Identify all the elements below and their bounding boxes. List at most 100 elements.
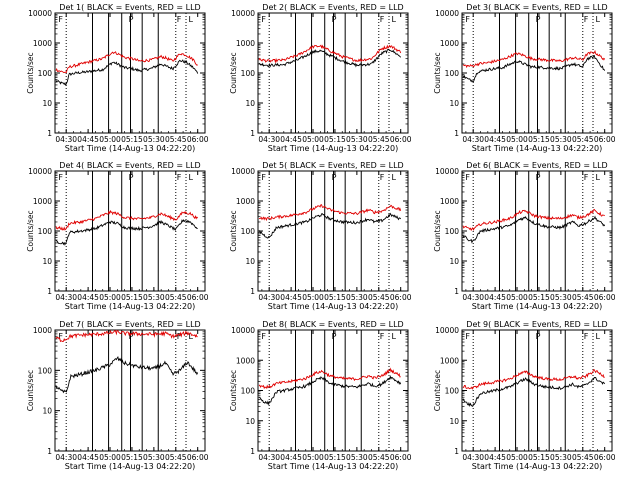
x-axis-label: Start Time (14-Aug-13 04:22:20) <box>65 144 196 153</box>
x-tick-label: 05:00 <box>506 135 528 144</box>
x-tick-label: 04:30 <box>258 453 280 462</box>
y-tick-label: 10000 <box>435 9 459 18</box>
marker-label: P <box>129 173 134 182</box>
events-series-line <box>462 215 606 244</box>
marker-label: F <box>584 173 589 182</box>
y-tick-label: 10000 <box>435 326 459 335</box>
x-tick-label: 05:30 <box>346 453 368 462</box>
marker-label: P <box>129 15 134 24</box>
x-tick-label: 04:30 <box>462 293 484 302</box>
marker-label: F <box>261 173 266 182</box>
x-tick-label: 05:45 <box>165 135 187 144</box>
events-series-line <box>55 219 198 246</box>
marker-label: F <box>58 173 63 182</box>
marker-label: L <box>188 15 193 24</box>
y-tick-label: 1000 <box>236 356 255 365</box>
marker-label: P <box>332 15 337 24</box>
y-tick-label: 1 <box>250 287 255 296</box>
plot-title: Det 4( BLACK = Events, RED = LLD <box>59 161 200 170</box>
marker-label: F <box>380 15 385 24</box>
x-tick-label: 05:45 <box>368 453 390 462</box>
x-tick-label: 04:45 <box>77 293 99 302</box>
x-tick-label: 05:00 <box>99 135 121 144</box>
x-tick-label: 05:15 <box>324 453 346 462</box>
x-tick-label: 05:45 <box>165 453 187 462</box>
y-tick-label: 10000 <box>435 167 459 176</box>
x-tick-label: 06:00 <box>594 135 616 144</box>
marker-label: P <box>332 173 337 182</box>
x-tick-label: 04:45 <box>77 135 99 144</box>
marker-label: F <box>58 332 63 341</box>
x-tick-label: 06:00 <box>390 453 412 462</box>
y-axis-label: Counts/sec <box>433 370 442 411</box>
y-tick-label: 1000 <box>33 197 52 206</box>
y-tick-label: 100 <box>445 69 460 78</box>
x-tick-label: 04:45 <box>280 453 302 462</box>
y-tick-label: 100 <box>445 227 460 236</box>
lld-series-line <box>462 49 606 69</box>
y-tick-label: 1000 <box>33 326 52 335</box>
y-tick-label: 1 <box>47 447 52 456</box>
y-axis-label: Counts/sec <box>433 52 442 93</box>
lld-series-line <box>258 204 402 222</box>
y-tick-label: 1 <box>47 287 52 296</box>
plot-title: Det 7( BLACK = Events, RED = LLD <box>59 320 200 329</box>
x-tick-label: 05:15 <box>121 453 143 462</box>
y-tick-label: 10 <box>245 99 255 108</box>
y-axis-label: Counts/sec <box>433 210 442 251</box>
y-tick-label: 100 <box>38 366 53 375</box>
lld-series-line <box>55 209 199 231</box>
x-tick-label: 04:45 <box>280 135 302 144</box>
lld-series-line <box>55 329 198 343</box>
x-axis-label: Start Time (14-Aug-13 04:22:20) <box>65 462 196 471</box>
x-tick-label: 06:00 <box>390 293 412 302</box>
y-axis-label: Counts/sec <box>26 210 35 251</box>
y-tick-label: 100 <box>38 227 53 236</box>
y-tick-label: 1 <box>250 129 255 138</box>
x-tick-label: 05:15 <box>528 453 550 462</box>
x-tick-label: 04:45 <box>280 293 302 302</box>
y-tick-label: 10 <box>449 257 459 266</box>
marker-label: F <box>380 173 385 182</box>
y-tick-label: 1000 <box>236 197 255 206</box>
y-tick-label: 10 <box>42 407 52 416</box>
marker-label: F <box>380 332 385 341</box>
marker-label: P <box>129 332 134 341</box>
y-tick-label: 100 <box>38 69 53 78</box>
marker-label: L <box>595 332 600 341</box>
x-tick-label: 05:00 <box>302 453 324 462</box>
x-tick-label: 05:00 <box>506 453 528 462</box>
marker-label: L <box>391 173 396 182</box>
plot-title: Det 9( BLACK = Events, RED = LLD <box>466 320 607 329</box>
y-tick-label: 1 <box>454 447 459 456</box>
lld-series-line <box>462 208 605 232</box>
x-tick-label: 06:00 <box>187 453 209 462</box>
marker-label: L <box>188 173 193 182</box>
x-tick-label: 06:00 <box>390 135 412 144</box>
events-series-line <box>55 59 199 87</box>
marker-label: F <box>584 15 589 24</box>
y-tick-label: 10000 <box>231 326 255 335</box>
plot-title: Det 2( BLACK = Events, RED = LLD <box>262 3 403 12</box>
marker-label: F <box>58 15 63 24</box>
marker-label: P <box>332 332 337 341</box>
y-tick-label: 10 <box>245 257 255 266</box>
x-tick-label: 05:30 <box>143 293 165 302</box>
plot-title: Det 6( BLACK = Events, RED = LLD <box>466 161 607 170</box>
y-tick-label: 1000 <box>236 39 255 48</box>
x-tick-label: 05:45 <box>572 293 594 302</box>
y-tick-label: 10 <box>42 257 52 266</box>
x-tick-label: 05:30 <box>550 293 572 302</box>
y-tick-label: 1 <box>454 287 459 296</box>
x-tick-label: 05:45 <box>368 293 390 302</box>
x-tick-label: 05:00 <box>99 293 121 302</box>
y-tick-label: 10 <box>449 417 459 426</box>
x-tick-label: 06:00 <box>594 293 616 302</box>
x-tick-label: 05:45 <box>368 135 390 144</box>
y-tick-label: 100 <box>241 69 256 78</box>
lld-series-line <box>258 367 401 390</box>
x-tick-label: 05:00 <box>99 453 121 462</box>
marker-label: L <box>391 15 396 24</box>
x-tick-label: 05:30 <box>550 453 572 462</box>
